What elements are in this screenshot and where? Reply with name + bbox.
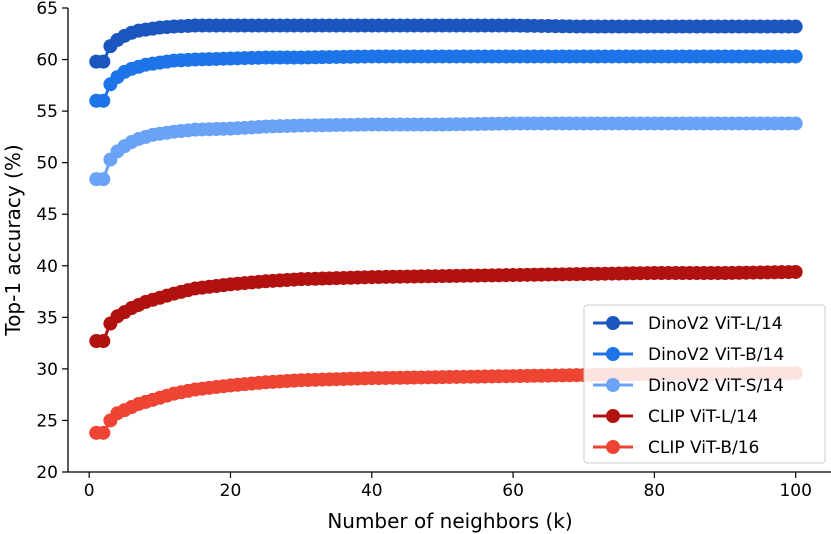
y-tick-label: 60 [36,51,58,71]
data-point [788,19,803,34]
series-1 [89,49,803,108]
legend-swatch-marker [606,409,620,423]
legend-swatch-marker [606,316,620,330]
data-point [96,54,111,69]
legend-label: DinoV2 ViT-B/14 [648,345,784,365]
series-layer [89,18,803,440]
series-2 [89,116,803,187]
legend-label: DinoV2 ViT-S/14 [648,376,784,396]
data-point [788,49,803,64]
series-3 [89,264,803,349]
y-tick-label: 20 [36,463,58,483]
legend: DinoV2 ViT-L/14 DinoV2 ViT-B/14 DinoV2 ViT… [583,304,826,464]
tick-layer: 0 20 40 60 80 100 20 25 30 35 40 45 50 55 60 65 [36,0,812,501]
y-tick-label: 35 [36,308,58,328]
y-axis-label: Top-1 accuracy (%) [1,144,25,336]
x-tick-label: 40 [361,481,383,501]
data-point [96,334,111,349]
series-0 [89,18,803,69]
axes [67,8,831,473]
legend-frame [583,304,826,464]
data-point [788,264,803,279]
x-tick-label: 20 [220,481,242,501]
data-point [96,172,111,187]
y-tick-label: 50 [36,154,58,174]
legend-swatch-marker [606,347,620,361]
data-point [96,425,111,440]
y-tick-label: 30 [36,360,58,380]
data-point [788,116,803,131]
x-tick-label: 80 [644,481,666,501]
legend-swatch-marker [606,440,620,454]
legend-label: CLIP ViT-L/14 [648,407,758,427]
y-tick-label: 65 [36,0,58,19]
y-tick-label: 45 [36,205,58,225]
y-tick-label: 25 [36,411,58,431]
x-axis-label: Number of neighbors (k) [327,509,572,533]
x-tick-label: 0 [84,481,95,501]
x-tick-label: 60 [502,481,524,501]
x-tick-label: 100 [779,481,811,501]
y-tick-label: 55 [36,102,58,122]
legend-swatch-marker [606,378,620,392]
data-point [96,93,111,108]
legend-label: DinoV2 ViT-L/14 [648,314,783,334]
y-tick-label: 40 [36,257,58,277]
legend-label: CLIP ViT-B/16 [648,438,759,458]
